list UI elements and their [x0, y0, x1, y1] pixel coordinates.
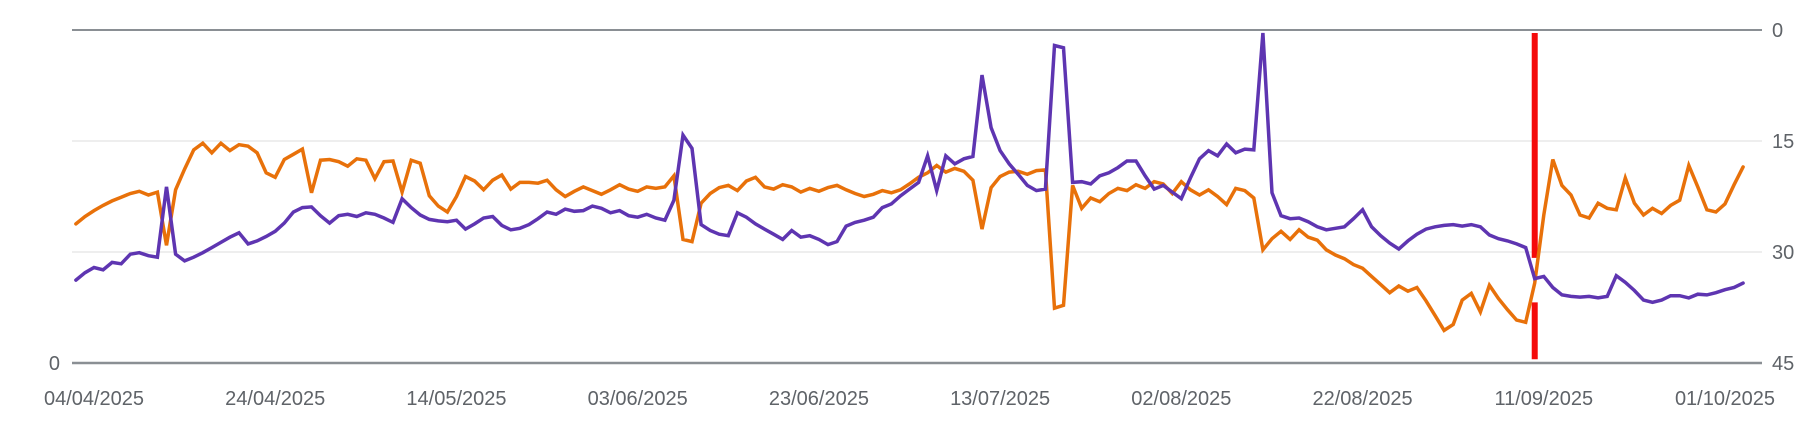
x-axis-label: 23/06/2025: [769, 388, 869, 410]
x-axis-label: 13/07/2025: [950, 388, 1050, 410]
x-axis-label: 14/05/2025: [406, 388, 506, 410]
series-purple-line: [74, 32, 1745, 305]
x-axis-label: 02/08/2025: [1131, 388, 1231, 410]
y-axis-left-label: 0: [49, 353, 60, 375]
series-orange-line: [74, 140, 1745, 333]
y-axis-right-label: 15: [1772, 131, 1794, 153]
plot-area[interactable]: [72, 30, 1762, 363]
x-axis-label: 01/10/2025: [1675, 388, 1775, 410]
y-axis-right-label: 45: [1772, 353, 1794, 375]
y-axis-right-label: 0: [1772, 20, 1783, 42]
x-axis-label: 24/04/2025: [225, 388, 325, 410]
x-axis-label: 22/08/2025: [1313, 388, 1413, 410]
x-axis-label: 04/04/2025: [44, 388, 144, 410]
y-axis-right-label: 30: [1772, 242, 1794, 264]
x-axis-label: 11/09/2025: [1494, 388, 1593, 410]
x-axis-label: 03/06/2025: [588, 388, 688, 410]
